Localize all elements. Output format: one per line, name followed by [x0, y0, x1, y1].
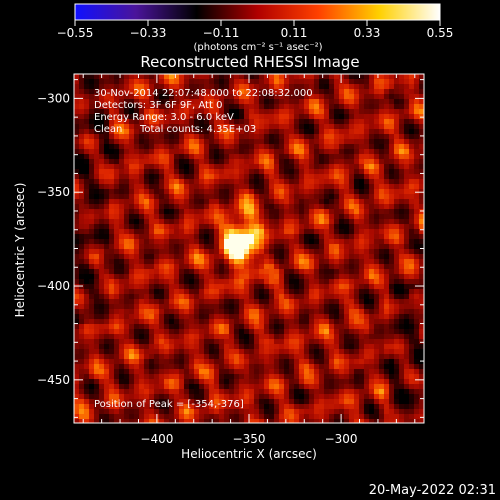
colorbar-tick-label: 0.55	[427, 26, 454, 40]
annotation-total-counts: Total counts: 4.35E+03	[139, 124, 256, 135]
y-tick-label: −300	[37, 91, 70, 105]
colorbar-tick-label: −0.33	[130, 26, 167, 40]
annotation-detectors: Detectors: 3F 6F 9F, Att 0	[94, 100, 222, 111]
annotation-energy-range: Energy Range: 3.0 - 6.0 keV	[94, 112, 234, 123]
heatmap-image	[74, 74, 424, 423]
annotation-clean: Clean	[94, 124, 122, 135]
x-axis-title: Heliocentric X (arcsec)	[181, 447, 317, 461]
x-tick-label: −400	[140, 432, 173, 446]
colorbar-unit-label: (photons cm⁻² s⁻¹ asec⁻²)	[193, 42, 322, 53]
annotation-time-range: 30-Nov-2014 22:07:48.000 to 22:08:32.000	[94, 88, 313, 99]
footer-timestamp: 20-May-2022 02:31	[369, 483, 496, 498]
annotation-peak-position: Position of Peak = [-354,-376]	[94, 399, 244, 410]
colorbar-ticks: −0.55 −0.33 −0.11 0.11 0.33 0.55	[57, 20, 454, 40]
colorbar-tick-label: −0.55	[57, 26, 94, 40]
axis-ticks: −400 −350 −300 −300 −350 −400 −450	[37, 74, 424, 446]
y-tick-label: −400	[37, 279, 70, 293]
colorbar-tick-label: 0.11	[281, 26, 308, 40]
colorbar-tick-label: −0.11	[203, 26, 240, 40]
x-tick-label: −300	[325, 432, 358, 446]
y-tick-label: −450	[37, 373, 70, 387]
chart-title: Reconstructed RHESSI Image	[140, 53, 359, 71]
colorbar	[74, 3, 441, 21]
y-tick-label: −350	[37, 185, 70, 199]
colorbar-tick-label: 0.33	[354, 26, 381, 40]
y-axis-title: Heliocentric Y (arcsec)	[13, 183, 27, 318]
x-tick-label: −350	[233, 432, 266, 446]
